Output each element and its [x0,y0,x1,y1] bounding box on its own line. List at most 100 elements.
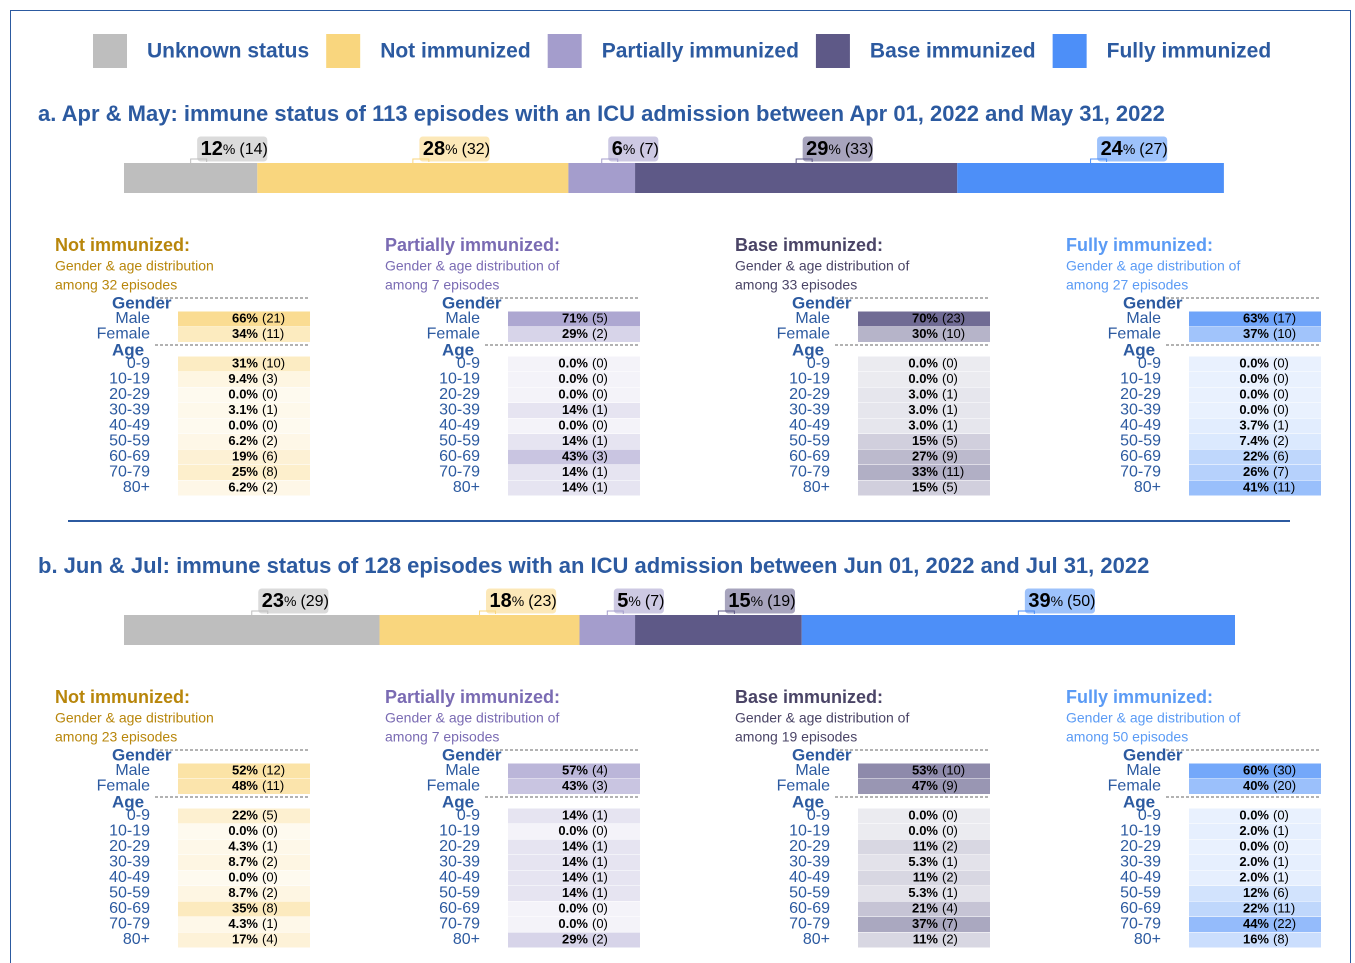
cell-count: (5) [262,807,278,822]
cell-count: (10) [262,355,285,370]
group-subtitle: among 33 episodes [735,277,857,293]
row-label: 50-59 [789,885,830,902]
cell-percent: 0.0% [908,807,938,822]
cell [1189,311,1321,327]
cell [178,839,310,855]
cell [1189,855,1321,870]
bar-count: (27) [1139,141,1167,158]
cell-percent: 7.4% [1239,433,1269,448]
cell [508,311,640,327]
row-label: 60-69 [1120,448,1161,465]
bar-percent: 18 [490,590,512,612]
cell-percent: 57% [562,762,588,777]
cell [858,917,990,932]
gender-heading: Gender [1123,745,1183,764]
row-label: 80+ [1134,931,1161,948]
row-label: 60-69 [439,900,480,917]
age-heading: Age [1123,340,1155,359]
group-title: Partially immunized: [385,235,560,255]
percent-sign: % [223,141,235,157]
panel-title: b. Jun & Jul: immune status of 128 episo… [38,553,1149,578]
group-subtitle: among 19 episodes [735,729,857,745]
row-label: 80+ [803,479,830,496]
cell-percent: 17% [232,931,258,946]
cell [508,901,640,917]
cell [858,808,990,824]
cell-count: (10) [942,762,965,777]
cell-count: (2) [942,931,958,946]
cell [858,779,990,794]
cell-count: (1) [942,885,958,900]
row-label: 70-79 [109,464,150,481]
legend-swatch [1052,34,1087,68]
cell [858,418,990,434]
bar-segment [568,163,636,193]
cell-percent: 0.0% [558,371,588,386]
cell [858,870,990,886]
cell-count: (1) [1273,417,1289,432]
cell-percent: 30% [912,326,938,341]
cell-percent: 35% [232,900,258,915]
cell-count: (7) [1273,464,1289,479]
cell-count: (3) [262,371,278,386]
cell-count: (0) [592,386,608,401]
bar-count: (23) [528,593,556,610]
row-label: 40-49 [439,417,480,434]
row-label: 40-49 [1120,869,1161,886]
row-label: 60-69 [1120,900,1161,917]
cell-percent: 26% [1243,464,1269,479]
group-subtitle: among 7 episodes [385,277,499,293]
cell [508,356,640,372]
row-label: 30-39 [109,402,150,419]
cell-count: (23) [942,310,965,325]
bar-percent: 28 [423,138,445,160]
cell [508,480,640,496]
cell-count: (1) [592,464,608,479]
row-label: 70-79 [439,464,480,481]
cell-percent: 12% [1243,885,1269,900]
cell-count: (2) [262,854,278,869]
cell-count: (0) [262,823,278,838]
cell-count: (0) [1273,807,1289,822]
group-subtitle: among 50 episodes [1066,729,1188,745]
cell [1189,901,1321,917]
bar-count: (29) [300,593,328,610]
cell-percent: 4.3% [228,916,258,931]
cell [508,917,640,932]
cell [508,870,640,886]
cell-count: (5) [592,310,608,325]
cell-count: (0) [1273,386,1289,401]
cell [508,387,640,403]
cell-percent: 15% [912,433,938,448]
row-label: 50-59 [1120,433,1161,450]
cell-count: (0) [592,823,608,838]
gender-heading: Gender [112,293,172,312]
cell-percent: 31% [232,355,258,370]
cell-count: (3) [592,778,608,793]
cell-count: (1) [1273,854,1289,869]
row-label: 0-9 [127,807,150,824]
bar-count: (19) [767,593,795,610]
cell-count: (0) [592,916,608,931]
cell-count: (2) [942,869,958,884]
gender-heading: Gender [112,745,172,764]
group-title: Not immunized: [55,687,190,707]
row-label: 20-29 [109,838,150,855]
cell-percent: 43% [562,448,588,463]
cell [178,372,310,387]
cell [508,449,640,465]
gender-heading: Gender [442,293,502,312]
cell [508,327,640,342]
cell-percent: 0.0% [1239,386,1269,401]
bar-label-text: 28% (32) [423,138,490,160]
cell [508,932,640,948]
cell-percent: 2.0% [1239,854,1269,869]
cell [858,855,990,870]
cell-count: (1) [592,807,608,822]
percent-sign: % [623,141,635,157]
row-label: 30-39 [1120,402,1161,419]
cell [178,311,310,327]
cell-percent: 14% [562,479,588,494]
bar-percent: 24 [1101,138,1124,160]
cell-percent: 0.0% [558,417,588,432]
